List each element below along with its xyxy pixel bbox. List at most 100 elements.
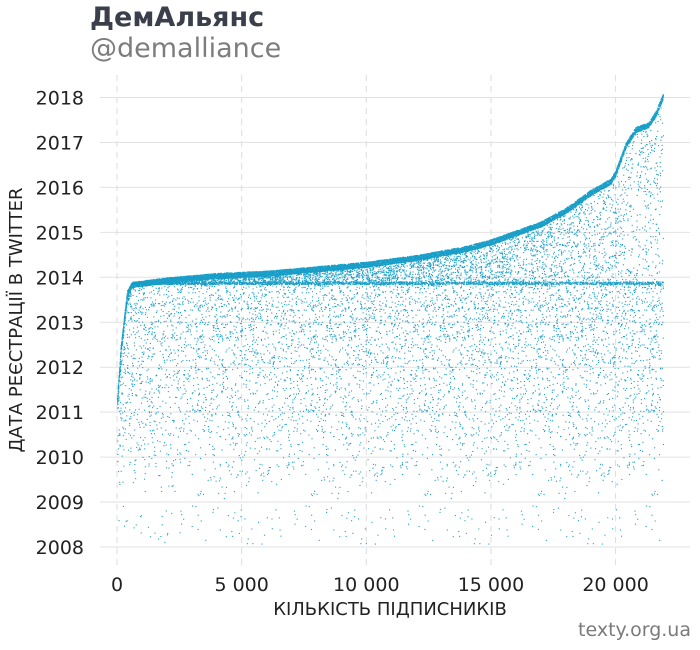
data-point bbox=[227, 310, 229, 312]
data-point bbox=[229, 309, 231, 311]
data-point bbox=[129, 422, 131, 425]
data-point bbox=[117, 389, 119, 391]
data-point bbox=[209, 283, 211, 285]
data-point bbox=[156, 407, 158, 410]
data-point bbox=[189, 344, 191, 346]
data-point bbox=[123, 327, 125, 329]
data-point bbox=[158, 320, 160, 323]
data-point bbox=[214, 282, 216, 284]
data-point bbox=[134, 286, 136, 288]
data-point bbox=[218, 294, 220, 296]
data-point bbox=[144, 314, 147, 316]
data-point bbox=[168, 286, 170, 288]
data-point bbox=[206, 284, 208, 286]
data-point bbox=[237, 432, 239, 435]
data-point bbox=[173, 276, 175, 279]
data-point bbox=[180, 427, 182, 429]
data-point bbox=[133, 435, 135, 437]
data-point bbox=[136, 446, 138, 448]
data-point bbox=[174, 358, 176, 361]
data-point bbox=[195, 365, 197, 367]
data-point bbox=[210, 371, 212, 373]
data-point bbox=[118, 410, 120, 412]
data-point bbox=[153, 405, 155, 407]
data-point bbox=[208, 310, 210, 312]
data-point bbox=[222, 323, 224, 325]
data-point bbox=[157, 303, 160, 305]
data-point bbox=[216, 406, 219, 408]
data-point bbox=[227, 515, 229, 517]
data-point bbox=[165, 301, 167, 303]
data-point bbox=[163, 330, 165, 332]
data-point bbox=[210, 308, 213, 311]
data-point bbox=[197, 355, 199, 358]
data-point bbox=[189, 429, 191, 431]
data-point bbox=[135, 524, 137, 526]
data-point bbox=[117, 391, 119, 393]
data-point bbox=[134, 384, 136, 386]
data-point bbox=[206, 377, 208, 380]
data-point bbox=[142, 328, 145, 330]
data-point bbox=[164, 302, 166, 305]
data-point bbox=[230, 283, 232, 285]
data-point bbox=[230, 276, 233, 278]
data-point bbox=[124, 318, 126, 320]
data-point bbox=[135, 302, 137, 304]
data-point bbox=[176, 449, 179, 451]
data-point bbox=[208, 286, 210, 288]
data-point bbox=[240, 293, 242, 296]
data-point bbox=[173, 421, 175, 423]
data-point bbox=[157, 411, 159, 413]
data-point bbox=[170, 352, 173, 354]
data-point bbox=[129, 402, 131, 404]
data-point bbox=[178, 297, 180, 299]
data-point bbox=[169, 377, 171, 379]
data-point bbox=[168, 386, 170, 388]
data-point bbox=[135, 311, 137, 313]
data-point bbox=[220, 274, 222, 276]
data-point bbox=[172, 282, 174, 284]
data-point bbox=[117, 400, 119, 402]
data-point bbox=[136, 395, 138, 397]
data-point bbox=[212, 383, 214, 385]
data-point bbox=[209, 282, 211, 284]
data-point bbox=[203, 401, 205, 403]
data-point bbox=[221, 365, 223, 367]
data-point bbox=[151, 380, 153, 382]
data-point bbox=[161, 368, 163, 370]
data-point bbox=[225, 280, 227, 282]
data-point bbox=[168, 277, 170, 279]
data-point bbox=[121, 359, 123, 361]
data-point bbox=[203, 319, 205, 321]
data-point bbox=[199, 282, 201, 285]
data-point bbox=[222, 340, 224, 342]
data-point bbox=[198, 281, 201, 283]
data-point bbox=[122, 445, 124, 447]
data-point bbox=[134, 463, 136, 466]
data-point bbox=[167, 533, 169, 535]
data-point bbox=[182, 301, 184, 303]
data-point bbox=[208, 278, 210, 280]
data-point bbox=[227, 427, 229, 429]
data-point bbox=[196, 330, 198, 332]
data-point bbox=[225, 388, 227, 391]
data-point bbox=[158, 319, 160, 321]
data-point bbox=[195, 274, 197, 276]
data-point bbox=[150, 303, 152, 306]
data-point bbox=[234, 329, 236, 331]
data-point bbox=[205, 310, 207, 312]
data-point bbox=[171, 337, 174, 339]
data-point bbox=[157, 389, 159, 391]
data-point bbox=[171, 485, 173, 487]
data-point bbox=[128, 393, 130, 395]
data-point bbox=[201, 338, 203, 340]
data-point bbox=[179, 458, 181, 460]
data-point bbox=[172, 303, 174, 305]
data-point bbox=[222, 373, 224, 375]
data-point bbox=[217, 364, 219, 366]
data-point bbox=[130, 451, 132, 453]
data-point bbox=[183, 518, 185, 520]
data-point bbox=[222, 279, 224, 281]
data-point bbox=[150, 359, 152, 361]
data-point bbox=[231, 389, 233, 391]
